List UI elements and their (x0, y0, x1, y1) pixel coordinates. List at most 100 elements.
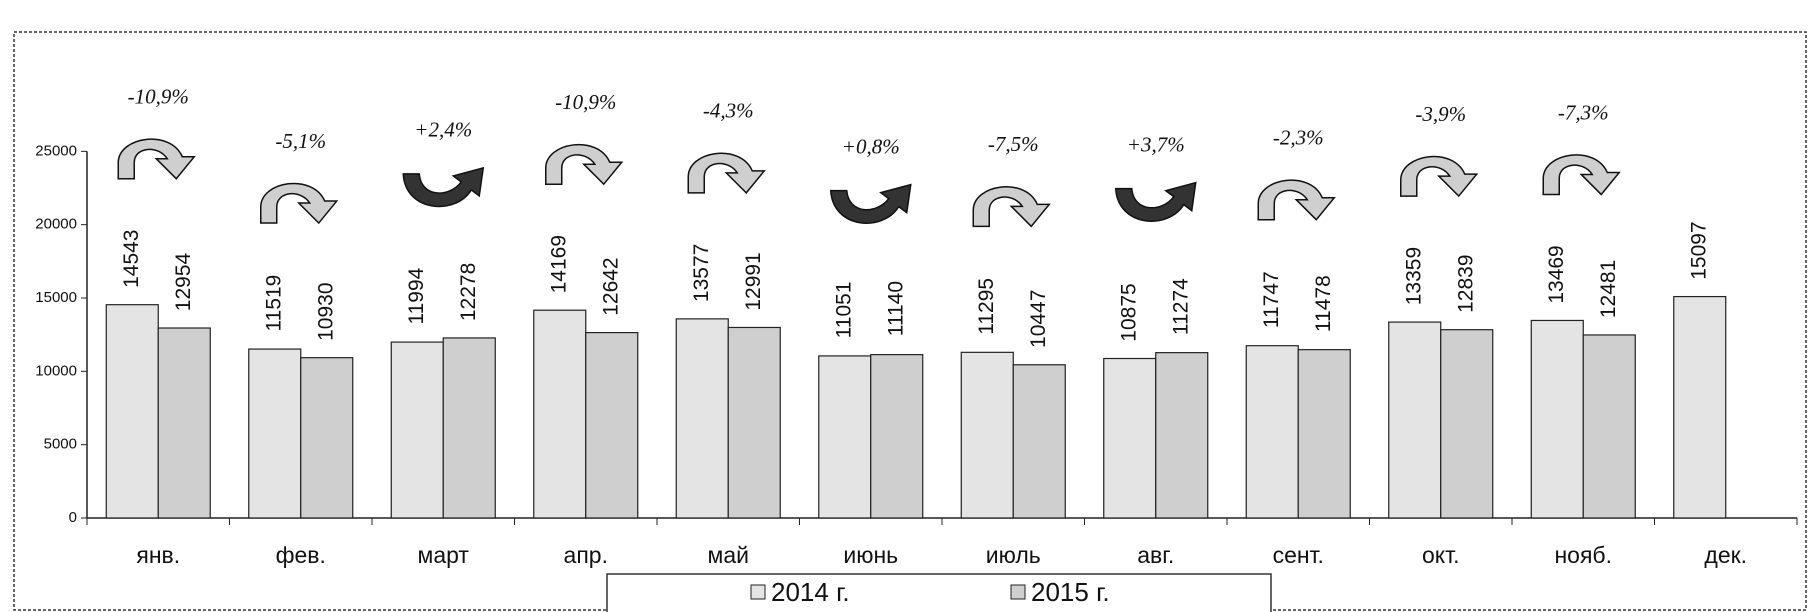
y-tick-label: 25000 (35, 142, 77, 159)
x-tick-label: июль (986, 542, 1041, 568)
change-arrow (402, 166, 485, 208)
x-tick-label: фев. (276, 542, 326, 568)
change-arrow (1114, 181, 1197, 222)
value-label: 12642 (599, 257, 622, 315)
change-arrow (829, 183, 912, 224)
legend-box (606, 573, 1272, 612)
bar (727, 326, 781, 519)
value-label: 11519 (262, 275, 285, 332)
value-label: 15097 (1687, 221, 1710, 279)
y-tick-label: 15000 (35, 289, 77, 306)
bar (300, 357, 354, 519)
y-tick-label: 20000 (35, 216, 77, 233)
legend-swatch (750, 584, 766, 600)
change-label: -7,3% (1558, 100, 1609, 124)
bar (442, 337, 496, 519)
arrow-shape (260, 182, 339, 225)
change-arrow (260, 182, 339, 225)
value-label: 12954 (172, 252, 195, 311)
arrow-shape (1400, 155, 1479, 198)
arrow-shape (402, 166, 485, 208)
bar (1530, 319, 1584, 519)
x-tick-label: сент. (1273, 542, 1324, 568)
change-arrow (1542, 154, 1621, 196)
change-label: -10,9% (128, 85, 189, 109)
change-arrow (972, 186, 1051, 228)
bar (390, 341, 444, 519)
value-label: 14169 (547, 235, 570, 293)
bar (1582, 334, 1636, 519)
value-label: 12991 (742, 252, 765, 310)
value-label: 10930 (314, 282, 337, 340)
change-arrow (1257, 179, 1336, 221)
change-arrow (1400, 155, 1479, 198)
value-label: 11274 (1169, 278, 1192, 335)
x-tick-label: март (418, 542, 470, 568)
bar (1388, 321, 1442, 519)
y-tick-label: 5000 (44, 436, 77, 453)
value-label: 14543 (120, 229, 143, 287)
arrow-shape (687, 152, 766, 194)
change-label: -5,1% (275, 129, 326, 153)
value-label: 12278 (457, 263, 480, 321)
bar (1155, 352, 1209, 519)
bar (675, 318, 729, 519)
x-tick-label: май (708, 542, 749, 568)
change-label: +3,7% (1127, 132, 1185, 156)
change-label: -4,3% (703, 99, 754, 123)
value-label: 12839 (1454, 254, 1477, 312)
bar (1297, 349, 1351, 519)
legend-swatch (1010, 584, 1026, 600)
x-tick-label: авг. (1137, 542, 1174, 568)
value-label: 10875 (1117, 283, 1140, 341)
arrow-shape (829, 183, 912, 224)
bar (960, 351, 1014, 519)
value-label: 13577 (690, 244, 713, 302)
arrow-shape (1114, 181, 1197, 222)
bar (1673, 295, 1727, 519)
value-label: 11747 (1260, 271, 1283, 328)
value-label: 10447 (1027, 290, 1050, 348)
value-label: 11994 (405, 267, 428, 324)
change-arrow (117, 138, 196, 180)
value-label: 13469 (1545, 245, 1568, 303)
bar (157, 327, 211, 519)
legend-label: 2014 г. (771, 577, 850, 607)
change-arrow (687, 152, 766, 194)
x-tick-label: дек. (1704, 542, 1747, 568)
y-tick-label: 10000 (35, 362, 77, 379)
bar (870, 354, 924, 519)
value-label: 11295 (975, 278, 998, 335)
legend-label: 2015 г. (1031, 577, 1110, 607)
value-label: 12481 (1597, 260, 1620, 318)
bar (1103, 357, 1157, 519)
y-tick-label: 0 (69, 509, 77, 526)
x-tick-label: нояб. (1554, 542, 1612, 568)
value-label: 13359 (1402, 247, 1425, 305)
x-tick-label: апр. (564, 542, 608, 568)
bar (1245, 345, 1299, 519)
arrow-shape (972, 186, 1051, 228)
change-label: -10,9% (555, 90, 616, 114)
change-label: -7,5% (988, 132, 1039, 156)
arrow-shape (545, 143, 624, 186)
bar (533, 309, 587, 519)
bar (1012, 364, 1066, 519)
x-tick-label: окт. (1422, 542, 1460, 568)
value-label: 11140 (884, 281, 907, 336)
change-label: +0,8% (842, 134, 900, 158)
change-arrow (545, 143, 624, 186)
change-label: -2,3% (1273, 126, 1324, 150)
arrow-shape (117, 138, 196, 180)
bar (248, 348, 302, 519)
bar (818, 355, 872, 519)
bar (1440, 329, 1494, 519)
bar (105, 304, 159, 519)
bar (585, 331, 639, 519)
value-label: 11478 (1312, 275, 1335, 332)
x-tick-label: июнь (843, 542, 898, 568)
arrow-shape (1257, 179, 1336, 221)
arrow-shape (1542, 154, 1621, 196)
x-tick-label: янв. (136, 542, 180, 568)
